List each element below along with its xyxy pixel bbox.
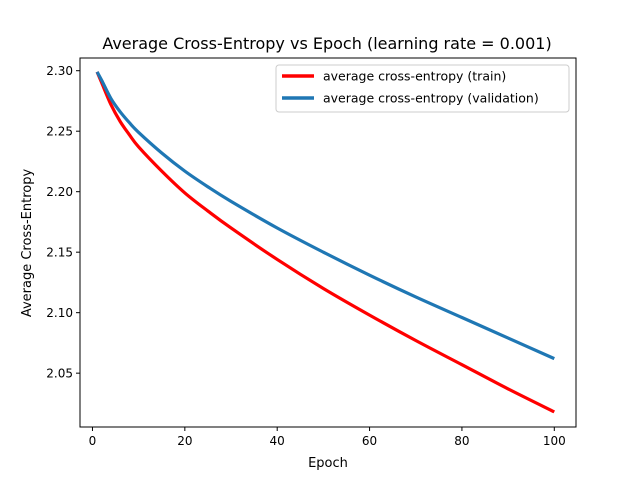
legend-box [275, 64, 570, 113]
validation-loss-line [95, 71, 555, 361]
x-tick-label: 100 [543, 434, 566, 448]
series-layer [95, 71, 556, 414]
x-tick-label: 20 [177, 434, 192, 448]
y-axis-label: Average Cross-Entropy [20, 169, 35, 318]
legend: average cross-entropy (train) average cr… [275, 64, 570, 113]
x-tick-label: 0 [89, 434, 97, 448]
plot-area [79, 57, 577, 428]
legend-label-train: average cross-entropy (train) [323, 69, 506, 84]
y-tick-label: 2.25 [46, 125, 73, 139]
train-loss-line [95, 71, 556, 414]
y-tick-label: 2.15 [46, 246, 73, 260]
x-axis-label: Epoch [308, 456, 348, 471]
y-tick-label: 2.20 [46, 185, 73, 199]
legend-label-validation: average cross-entropy (validation) [323, 91, 539, 106]
y-tick-label: 2.30 [46, 64, 73, 78]
y-tick-label: 2.05 [46, 367, 73, 381]
plot-frame [79, 57, 577, 428]
x-tick-label: 40 [270, 434, 285, 448]
x-tick-label: 80 [454, 434, 469, 448]
y-axis-ticks: 2.05 2.10 2.15 2.20 2.25 2.30 [46, 64, 80, 381]
chart-title: Average Cross-Entropy vs Epoch (learning… [102, 34, 551, 53]
x-tick-label: 60 [362, 434, 377, 448]
y-tick-label: 2.10 [46, 306, 73, 320]
x-axis-ticks: 0 20 40 60 80 100 [89, 427, 566, 448]
